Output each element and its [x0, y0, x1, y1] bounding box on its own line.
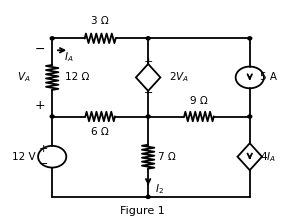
Text: 12 V: 12 V — [12, 152, 36, 162]
Text: $4I_A$: $4I_A$ — [260, 150, 276, 164]
Text: 6 Ω: 6 Ω — [91, 127, 109, 137]
Text: +: + — [34, 99, 45, 112]
Text: $V_A$: $V_A$ — [17, 71, 31, 84]
Text: $2V_A$: $2V_A$ — [169, 71, 190, 84]
Text: 5 A: 5 A — [260, 72, 277, 82]
Text: −: − — [39, 159, 48, 169]
Text: 12 Ω: 12 Ω — [65, 72, 89, 82]
Text: Figure 1: Figure 1 — [120, 206, 165, 216]
Text: 7 Ω: 7 Ω — [158, 152, 176, 162]
Circle shape — [146, 115, 150, 118]
Text: +: + — [143, 57, 153, 67]
Circle shape — [50, 115, 54, 118]
Text: $I_A$: $I_A$ — [64, 50, 74, 64]
Text: 9 Ω: 9 Ω — [190, 96, 208, 106]
Circle shape — [146, 37, 150, 40]
Text: −: − — [143, 88, 153, 98]
Circle shape — [50, 37, 54, 40]
Circle shape — [248, 37, 252, 40]
Text: $I_2$: $I_2$ — [155, 182, 164, 196]
Circle shape — [146, 195, 150, 198]
Circle shape — [248, 115, 252, 118]
Text: −: − — [34, 43, 45, 56]
Text: +: + — [39, 144, 48, 154]
Text: 3 Ω: 3 Ω — [91, 16, 109, 26]
